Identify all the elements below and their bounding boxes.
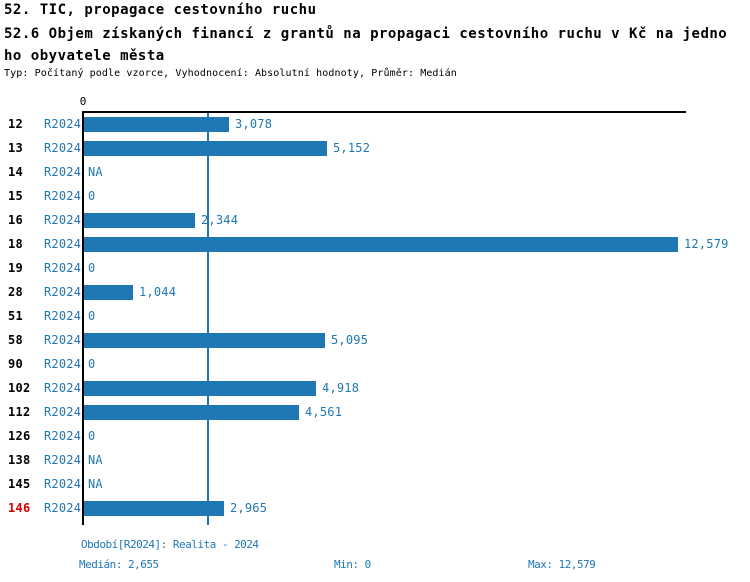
bar-value-label: 4,918 — [322, 381, 360, 395]
row-period-label: R2024 — [44, 309, 82, 323]
chart-title-line3: ho obyvatele města — [4, 48, 165, 64]
row-period-label: R2024 — [44, 357, 82, 371]
bar — [84, 404, 299, 420]
row-period-label: R2024 — [44, 141, 82, 155]
row-period-label: R2024 — [44, 501, 82, 515]
bar-value-label: 0 — [88, 189, 96, 203]
row-number-label: 58 — [8, 333, 24, 347]
row-period-label: R2024 — [44, 453, 82, 467]
bar — [84, 140, 327, 156]
bar-value-label: 12,579 — [684, 237, 729, 251]
bar-value-label: NA — [88, 165, 103, 179]
row-period-label: R2024 — [44, 381, 82, 395]
chart-row: 90 R2024 0 — [0, 352, 750, 376]
footer-period: Období[R2024]: Realita - 2024 — [81, 538, 259, 551]
chart-row: 146 R2024 2,965 — [0, 496, 750, 520]
row-number-label: 51 — [8, 309, 24, 323]
chart-row: 15 R2024 0 — [0, 184, 750, 208]
row-period-label: R2024 — [44, 429, 82, 443]
row-number-label: 145 — [8, 477, 31, 491]
chart-title-line2: 52.6 Objem získaných financí z grantů na… — [4, 26, 728, 42]
footer-min: Min: 0 — [334, 558, 371, 571]
row-number-label: 13 — [8, 141, 24, 155]
row-number-label: 102 — [8, 381, 31, 395]
chart-row: 138 R2024 NA — [0, 448, 750, 472]
bar — [84, 380, 316, 396]
chart-title-line1: 52. TIC, propagace cestovního ruchu — [4, 2, 317, 18]
row-number-label: 19 — [8, 261, 24, 275]
bar-value-label: 3,078 — [235, 117, 273, 131]
bar-value-label: 5,095 — [331, 333, 369, 347]
chart-row: 112 R2024 4,561 — [0, 400, 750, 424]
median-line — [207, 111, 209, 525]
bar-value-label: 0 — [88, 357, 96, 371]
row-number-label: 112 — [8, 405, 31, 419]
chart-row: 16 R2024 2,344 — [0, 208, 750, 232]
row-period-label: R2024 — [44, 237, 82, 251]
bar-value-label: 0 — [88, 429, 96, 443]
row-period-label: R2024 — [44, 333, 82, 347]
row-period-label: R2024 — [44, 117, 82, 131]
row-period-label: R2024 — [44, 261, 82, 275]
row-number-label: 28 — [8, 285, 24, 299]
row-period-label: R2024 — [44, 477, 82, 491]
chart-row: 13 R2024 5,152 — [0, 136, 750, 160]
row-period-label: R2024 — [44, 285, 82, 299]
chart-row: 126 R2024 0 — [0, 424, 750, 448]
row-number-label: 138 — [8, 453, 31, 467]
bar-value-label: NA — [88, 477, 103, 491]
chart-row: 18 R2024 12,579 — [0, 232, 750, 256]
bar-value-label: 5,152 — [333, 141, 371, 155]
bar-value-label: 2,344 — [201, 213, 239, 227]
bar — [84, 236, 678, 252]
bar-value-label: 4,561 — [305, 405, 343, 419]
row-period-label: R2024 — [44, 189, 82, 203]
row-period-label: R2024 — [44, 405, 82, 419]
bar — [84, 212, 195, 228]
bar — [84, 116, 229, 132]
row-number-label: 90 — [8, 357, 24, 371]
footer-max: Max: 12,579 — [528, 558, 596, 571]
row-number-label: 14 — [8, 165, 24, 179]
chart-row: 28 R2024 1,044 — [0, 280, 750, 304]
chart-row: 19 R2024 0 — [0, 256, 750, 280]
bar-value-label: 0 — [88, 261, 96, 275]
bar-value-label: 1,044 — [139, 285, 177, 299]
chart-row: 102 R2024 4,918 — [0, 376, 750, 400]
chart-meta-line: Typ: Počítaný podle vzorce, Vyhodnocení:… — [4, 68, 457, 79]
row-number-label: 12 — [8, 117, 24, 131]
row-number-label: 126 — [8, 429, 31, 443]
chart-row: 14 R2024 NA — [0, 160, 750, 184]
row-period-label: R2024 — [44, 213, 82, 227]
plot-area: 12 R2024 3,078 13 R2024 5,152 14 R2024 NA 15 R2024… — [0, 111, 750, 525]
bar — [84, 284, 133, 300]
footer-median: Medián: 2,655 — [79, 558, 159, 571]
bar-value-label: NA — [88, 453, 103, 467]
row-number-label: 18 — [8, 237, 24, 251]
chart-row: 12 R2024 3,078 — [0, 112, 750, 136]
y-axis-line — [82, 111, 84, 525]
bar — [84, 500, 224, 516]
row-number-label: 146 — [8, 501, 31, 515]
x-axis-zero-tick: 0 — [79, 95, 87, 108]
bar-value-label: 0 — [88, 309, 96, 323]
row-number-label: 15 — [8, 189, 24, 203]
bar-value-label: 2,965 — [230, 501, 268, 515]
row-number-label: 16 — [8, 213, 24, 227]
row-period-label: R2024 — [44, 165, 82, 179]
chart-row: 58 R2024 5,095 — [0, 328, 750, 352]
chart-row: 145 R2024 NA — [0, 472, 750, 496]
x-axis-line — [82, 111, 686, 113]
bar — [84, 332, 325, 348]
chart-row: 51 R2024 0 — [0, 304, 750, 328]
